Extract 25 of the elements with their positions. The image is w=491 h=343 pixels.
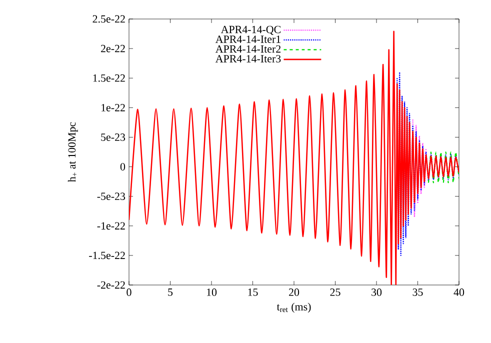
- x-tick-label: 20: [289, 288, 300, 296]
- y-axis-title: h$_{+}$ at 100Mpc: [68, 122, 78, 182]
- y-tick-label: -1.5e-22: [89, 252, 125, 260]
- x-tick-label: 35: [412, 288, 423, 296]
- y-tick-label: 5e-23: [101, 134, 126, 141]
- y-tick-label: -5e-23: [97, 192, 126, 200]
- x-tick-label: 40: [454, 288, 464, 296]
- x-tick-label: 0: [126, 288, 132, 296]
- y-tick-label: 1e-22: [102, 104, 125, 112]
- y-tick-label: 2e-22: [101, 44, 125, 52]
- x-tick-label: 15: [248, 288, 258, 296]
- legend-label: APR4-14-Iter1: [215, 36, 280, 43]
- x-tick-label: 30: [372, 288, 382, 296]
- y-tick-label: 0: [120, 163, 126, 170]
- y-tick-label: -1e-22: [97, 222, 125, 230]
- x-tick-label: 25: [330, 288, 340, 296]
- y-tick-label: 1.5e-22: [93, 74, 125, 82]
- x-tick-label: 5: [168, 288, 173, 296]
- legend-label: APR4-14-QC: [220, 26, 280, 35]
- x-axis-title: t$_{ret}$ (ms): [276, 302, 311, 313]
- y-tick-label: 2.5e-22: [92, 15, 125, 23]
- legend-label: APR4-14-Iter2: [215, 45, 281, 53]
- y-tick-label: -2e-22: [97, 281, 125, 289]
- x-tick-label: 10: [206, 288, 217, 296]
- legend-label: APR4-14-Iter3: [215, 55, 281, 62]
